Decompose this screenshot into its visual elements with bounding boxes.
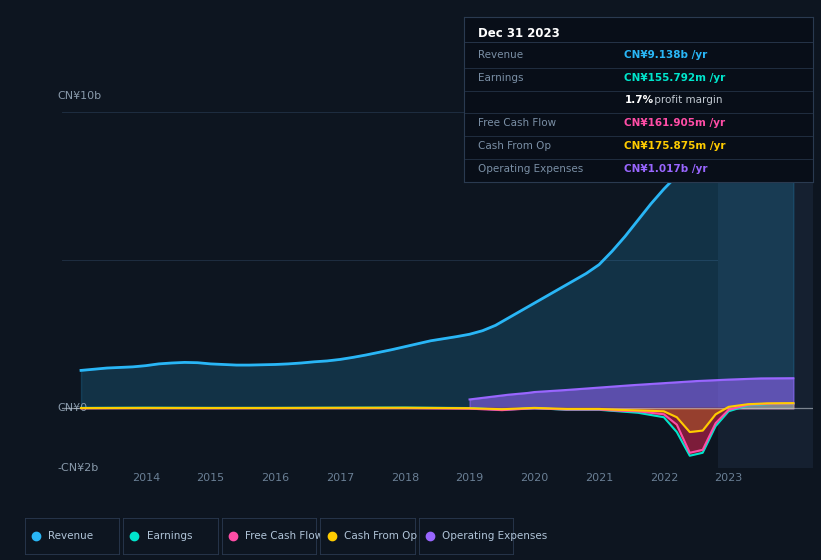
Text: CN¥175.875m /yr: CN¥175.875m /yr — [624, 141, 726, 151]
Text: Operating Expenses: Operating Expenses — [478, 164, 583, 174]
Text: Earnings: Earnings — [478, 72, 523, 82]
Text: Operating Expenses: Operating Expenses — [443, 531, 548, 541]
Text: Revenue: Revenue — [478, 50, 523, 60]
Text: Free Cash Flow: Free Cash Flow — [478, 118, 556, 128]
Text: CN¥9.138b /yr: CN¥9.138b /yr — [624, 50, 708, 60]
Text: 1.7%: 1.7% — [624, 95, 654, 105]
Text: profit margin: profit margin — [650, 95, 722, 105]
Text: CN¥1.017b /yr: CN¥1.017b /yr — [624, 164, 708, 174]
Text: Free Cash Flow: Free Cash Flow — [245, 531, 323, 541]
Text: Dec 31 2023: Dec 31 2023 — [478, 27, 560, 40]
Bar — [718, 112, 813, 468]
Text: CN¥10b: CN¥10b — [57, 91, 102, 101]
Text: Revenue: Revenue — [48, 531, 94, 541]
Text: CN¥0: CN¥0 — [57, 403, 88, 413]
Text: Cash From Op: Cash From Op — [478, 141, 551, 151]
Text: CN¥155.792m /yr: CN¥155.792m /yr — [624, 72, 726, 82]
Text: Cash From Op: Cash From Op — [344, 531, 417, 541]
Text: -CN¥2b: -CN¥2b — [57, 463, 99, 473]
Text: Earnings: Earnings — [147, 531, 192, 541]
Text: CN¥161.905m /yr: CN¥161.905m /yr — [624, 118, 726, 128]
